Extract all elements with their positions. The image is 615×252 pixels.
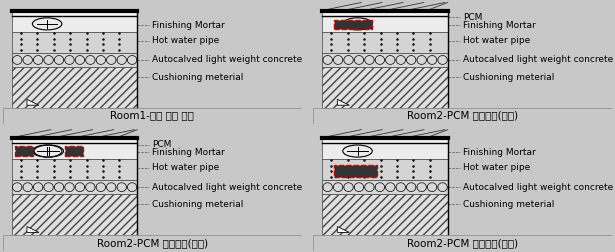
Text: Finishing Mortar: Finishing Mortar [462, 21, 536, 29]
Bar [322, 159, 448, 180]
Bar [322, 195, 448, 235]
Bar [12, 180, 137, 195]
Text: Hot water pipe: Hot water pipe [462, 163, 530, 172]
Bar [322, 180, 448, 195]
Text: Autocalved light weight concrete: Autocalved light weight concrete [153, 55, 303, 64]
Text: Room2-PCM 바닥구조(측면): Room2-PCM 바닥구조(측면) [97, 238, 208, 248]
Text: Autocalved light weight concrete: Autocalved light weight concrete [462, 182, 613, 192]
Bar [15, 146, 33, 156]
Text: Finishing Mortar: Finishing Mortar [153, 148, 225, 157]
Bar [12, 11, 137, 16]
Bar [12, 143, 137, 159]
Text: Finishing Mortar: Finishing Mortar [153, 21, 225, 29]
Bar [322, 53, 448, 67]
Polygon shape [338, 99, 349, 105]
Text: Cushioning meterial: Cushioning meterial [153, 73, 244, 82]
Bar [335, 20, 372, 29]
Bar [335, 165, 377, 177]
Bar [12, 138, 137, 143]
Text: Hot water pipe: Hot water pipe [153, 163, 220, 172]
Polygon shape [338, 227, 349, 232]
Bar [314, 108, 612, 123]
Text: Autocalved light weight concrete: Autocalved light weight concrete [153, 182, 303, 192]
Bar [12, 67, 137, 108]
Bar [12, 32, 137, 53]
Text: Cushioning meterial: Cushioning meterial [462, 200, 554, 209]
Bar [12, 53, 137, 67]
Text: Hot water pipe: Hot water pipe [153, 36, 220, 45]
Bar [322, 67, 448, 108]
Bar [322, 11, 448, 16]
Text: Room2-PCM 바닥구조(하부): Room2-PCM 바닥구조(하부) [407, 238, 518, 248]
Bar [3, 235, 301, 251]
Bar [3, 108, 301, 123]
Text: PCM: PCM [153, 140, 172, 149]
Bar [322, 32, 448, 53]
Bar [322, 138, 448, 143]
Text: Finishing Mortar: Finishing Mortar [462, 148, 536, 157]
Bar [322, 16, 448, 32]
Text: Autocalved light weight concrete: Autocalved light weight concrete [462, 55, 613, 64]
Bar [12, 159, 137, 180]
Text: Hot water pipe: Hot water pipe [462, 36, 530, 45]
Text: PCM: PCM [462, 13, 482, 22]
Bar [322, 143, 448, 159]
Text: Room2-PCM 바닥구조(상부): Room2-PCM 바닥구조(상부) [407, 111, 518, 121]
Bar [314, 235, 612, 251]
Polygon shape [27, 227, 39, 232]
Bar [65, 146, 82, 156]
Text: Cushioning meterial: Cushioning meterial [153, 200, 244, 209]
Text: Room1-일반 바닥 구조: Room1-일반 바닥 구조 [110, 111, 194, 121]
Bar [12, 16, 137, 32]
Bar [12, 195, 137, 235]
Polygon shape [27, 99, 39, 105]
Text: Cushioning meterial: Cushioning meterial [462, 73, 554, 82]
